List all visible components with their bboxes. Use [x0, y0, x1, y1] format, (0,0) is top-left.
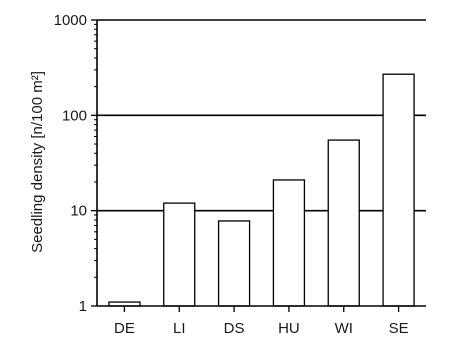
x-tick-label-de: DE	[114, 320, 135, 337]
x-tick-label-wi: WI	[335, 320, 353, 337]
y-tick-label-10: 10	[70, 203, 87, 220]
bar-li	[163, 202, 196, 307]
y-tick-label-100: 100	[62, 107, 87, 124]
plot-area: DE LI DS HU WI SE 1 10 100 1000	[54, 12, 426, 337]
x-tick-label-se: SE	[389, 320, 409, 337]
x-tick-label-li: LI	[173, 320, 186, 337]
bar-hu	[272, 179, 306, 307]
x-tick-label-hu: HU	[278, 320, 300, 337]
bar-ds	[217, 220, 251, 307]
x-tick-label-ds: DS	[224, 320, 245, 337]
y-tick-label-1: 1	[79, 298, 87, 315]
y-axis-title: Seedling density [n/100 m²]	[29, 71, 46, 253]
bar-wi	[327, 139, 360, 307]
y-tick-label-1000: 1000	[54, 12, 87, 29]
bar-se	[382, 73, 415, 307]
